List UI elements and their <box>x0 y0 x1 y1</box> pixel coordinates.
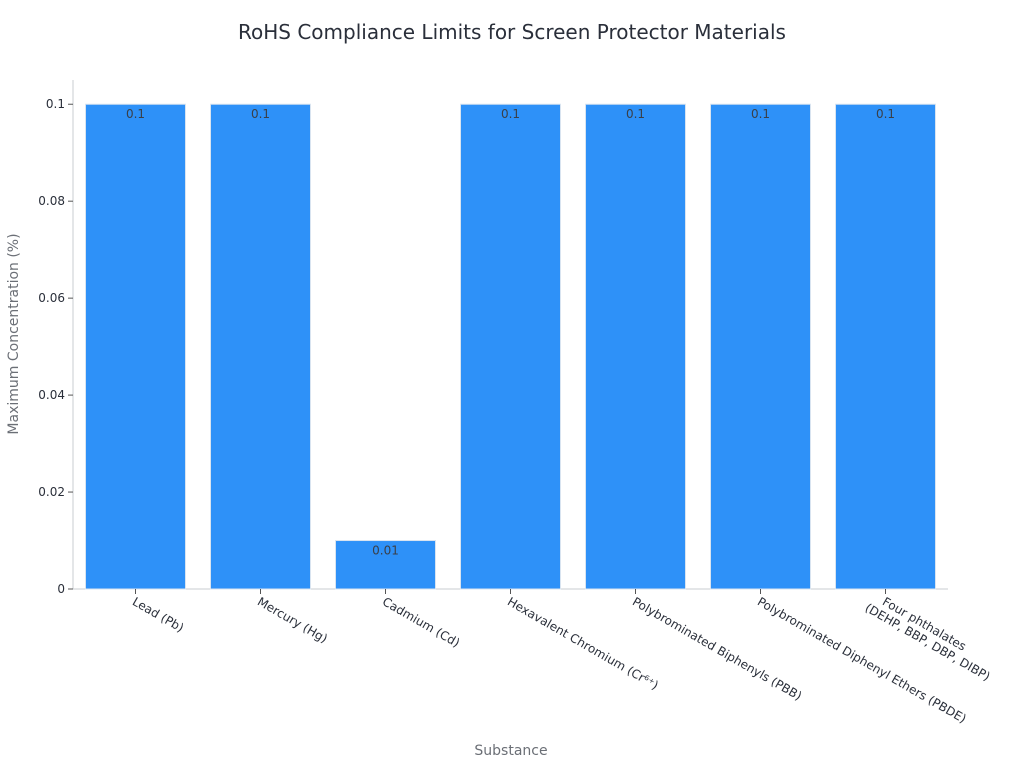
data-label: 0.1 <box>126 107 145 121</box>
y-tick-label: 0.04 <box>38 388 65 402</box>
y-tick-label: 0.1 <box>46 97 65 111</box>
y-tick-label: 0.08 <box>38 194 65 208</box>
x-tick-label: Mercury (Hg) <box>255 594 330 645</box>
bar <box>335 540 436 590</box>
bar <box>835 103 936 590</box>
y-tick-label: 0 <box>57 582 65 596</box>
plot-area: 0 0.02 0.04 0.06 0.08 0.1 0.1 Lead (Pb) 0.1 Mercu… <box>38 80 993 726</box>
y-tick-label: 0.02 <box>38 485 65 499</box>
x-tick-label: Lead (Pb) <box>130 594 186 635</box>
y-tick-label: 0.06 <box>38 291 65 305</box>
bar <box>460 103 561 590</box>
data-label: 0.1 <box>501 107 520 121</box>
data-label: 0.1 <box>751 107 770 121</box>
bar <box>210 103 311 590</box>
x-tick-label: Polybrominated Diphenyl Ethers (PBDE) <box>755 594 969 725</box>
bar <box>585 103 686 590</box>
bar <box>85 103 186 590</box>
x-axis-title: Substance <box>474 743 547 759</box>
data-label: 0.1 <box>626 107 645 121</box>
x-tick-label: Cadmium (Cd) <box>380 594 462 650</box>
data-label: 0.01 <box>372 544 399 558</box>
y-axis-title: Maximum Concentration (%) <box>6 233 22 434</box>
bar <box>710 103 811 590</box>
chart-title: RoHS Compliance Limits for Screen Protec… <box>238 20 786 44</box>
data-label: 0.1 <box>251 107 270 121</box>
data-label: 0.1 <box>876 107 895 121</box>
